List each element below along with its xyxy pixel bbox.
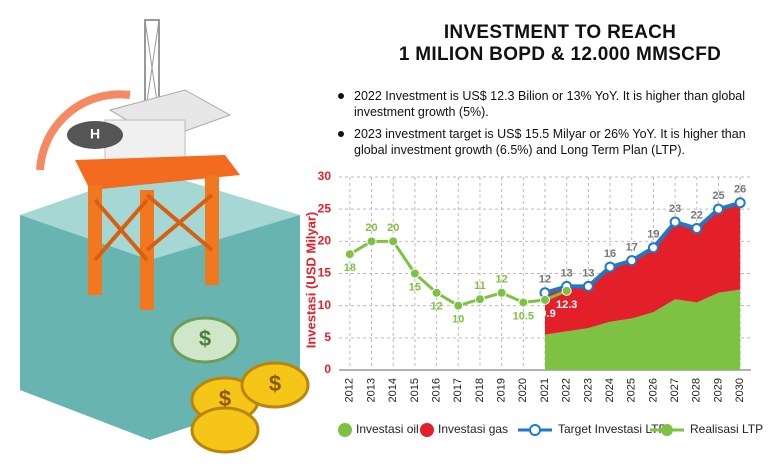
point — [388, 236, 399, 247]
y-tick-label: 5 — [324, 330, 331, 344]
x-tick-label: 2023 — [582, 378, 594, 402]
legend-marker — [529, 424, 541, 436]
y-tick-label: 0 — [324, 362, 331, 376]
legend-marker — [420, 423, 434, 437]
point — [626, 255, 638, 267]
point — [518, 297, 529, 308]
bullet: 2023 investment target is US$ 15.5 Milya… — [332, 126, 762, 158]
x-tick-label: 2028 — [691, 378, 703, 402]
data-label: 19 — [647, 229, 659, 241]
y-axis-label: Investasi (USD Milyar) — [303, 212, 318, 349]
data-label: 20 — [387, 222, 399, 234]
x-tick-label: 2015 — [409, 378, 421, 402]
point — [344, 249, 355, 260]
point — [734, 197, 746, 209]
data-label: 13 — [582, 267, 594, 279]
x-tick-label: 2029 — [712, 378, 724, 402]
title-line: 1 MILION BOPD & 12.000 MMSCFD — [398, 44, 722, 65]
point — [453, 300, 464, 311]
data-label: 16 — [604, 248, 616, 260]
point — [712, 203, 724, 215]
data-label: 10.5 — [513, 310, 534, 322]
point — [431, 287, 442, 298]
x-tick-label: 2019 — [496, 378, 508, 402]
point — [582, 280, 594, 292]
x-tick-label: 2022 — [561, 378, 573, 402]
point — [496, 287, 507, 298]
line — [544, 200, 741, 295]
data-label: 13 — [561, 267, 573, 279]
x-tick-label: 2012 — [344, 378, 356, 402]
legend-marker — [661, 424, 673, 436]
point — [366, 236, 377, 247]
svg-text:$: $ — [199, 326, 211, 351]
area — [545, 202, 741, 335]
x-tick-label: 2030 — [734, 378, 746, 402]
svg-text:$: $ — [219, 386, 231, 411]
data-label: 12.3 — [556, 299, 577, 311]
y-tick-label: 15 — [318, 266, 332, 280]
point — [669, 216, 681, 228]
data-label: 10 — [452, 314, 464, 326]
x-tick-label: 2021 — [539, 378, 551, 402]
point — [474, 294, 485, 305]
data-label: 11 — [474, 280, 486, 292]
point — [540, 294, 550, 305]
point — [561, 285, 572, 296]
data-label: 23 — [669, 203, 681, 215]
data-label: 12 — [430, 301, 442, 313]
data-label: 12 — [496, 274, 508, 286]
data-label: 10.9 — [534, 308, 555, 320]
data-label: 17 — [626, 242, 638, 254]
point — [691, 222, 703, 234]
illustration: H $ $ $ — [20, 19, 310, 454]
bullet-list: 2022 Investment is US$ 12.3 Bilion or 13… — [332, 88, 762, 164]
x-tick-label: 2013 — [365, 378, 377, 402]
bullet: 2022 Investment is US$ 12.3 Bilion or 13… — [332, 88, 762, 120]
x-tick-label: 2027 — [669, 378, 681, 402]
data-label: 20 — [365, 222, 377, 234]
data-label: 22 — [691, 209, 703, 221]
legend-label: Target Investasi LTP — [558, 422, 667, 436]
area — [545, 289, 741, 370]
y-tick-label: 30 — [318, 169, 332, 183]
point — [409, 268, 420, 279]
x-tick-label: 2014 — [387, 378, 399, 402]
y-tick-label: 25 — [318, 201, 332, 215]
data-label: 12 — [539, 274, 551, 286]
data-label: 26 — [734, 184, 746, 196]
svg-text:$: $ — [269, 371, 281, 396]
point — [604, 261, 616, 273]
y-tick-label: 10 — [318, 298, 332, 312]
data-label: 15 — [409, 281, 421, 293]
x-tick-label: 2020 — [517, 378, 529, 402]
svg-text:H: H — [90, 126, 100, 142]
x-tick-label: 2024 — [604, 378, 616, 402]
legend-marker — [338, 423, 352, 437]
data-label: 18 — [344, 262, 356, 274]
x-tick-label: 2026 — [647, 378, 659, 402]
x-tick-label: 2018 — [474, 378, 486, 402]
x-tick-label: 2017 — [452, 378, 464, 402]
x-tick-label: 2025 — [626, 378, 638, 402]
title-line: INVESTMENT TO REACH — [443, 22, 677, 43]
data-label: 25 — [712, 190, 724, 202]
legend-label: Investasi gas — [438, 422, 508, 436]
legend-label: Realisasi LTP — [690, 422, 763, 436]
x-tick-label: 2016 — [430, 378, 442, 402]
point — [647, 242, 659, 254]
legend-label: Investasi oil — [356, 422, 419, 436]
y-tick-label: 20 — [318, 234, 332, 248]
